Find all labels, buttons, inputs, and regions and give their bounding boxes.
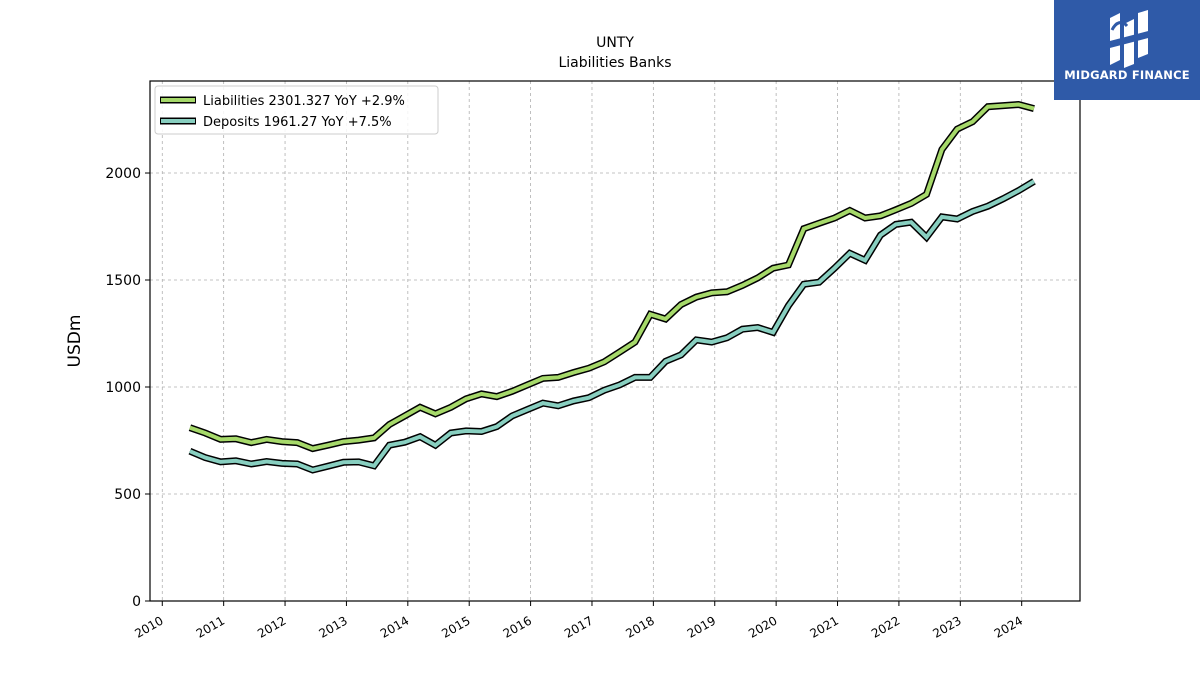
y-axis-label: USDm [65,315,85,368]
series-outline-liabilities [188,100,1035,453]
x-tick-label: 2016 [501,613,534,640]
chart-title: UNTY [596,35,634,51]
x-tick-label: 2019 [685,613,718,640]
x-tick-label: 2020 [746,613,779,640]
logo-text: MIDGARD FINANCE [1064,68,1190,82]
y-tick-label: 0 [132,594,141,610]
x-tick-label: 2014 [378,613,411,640]
x-tick-label: 2012 [255,613,288,640]
x-tick-label: 2022 [869,613,902,640]
y-tick-label: 1000 [105,380,141,396]
y-tick-label: 2000 [105,166,141,182]
x-tick-label: 2013 [316,613,349,640]
series-line-liabilities [189,102,1035,451]
x-tick-label: 2015 [439,613,472,640]
x-tick-label: 2021 [808,613,841,640]
plot-frame [149,80,1081,602]
legend-label-deposits: Deposits 1961.27 YoY +7.5% [203,115,392,130]
y-tick-label: 500 [114,487,141,503]
x-tick-label: 2011 [194,613,227,640]
legend-label-liabilities: Liabilities 2301.327 YoY +2.9% [203,94,405,109]
brand-logo: MIDGARD FINANCE [1054,0,1200,100]
logo-mark-icon [1106,10,1152,68]
series-line-deposits [189,179,1036,473]
x-tick-label: 2010 [132,613,165,640]
series-lines [188,100,1036,474]
legend: Liabilities 2301.327 YoY +2.9% Deposits 1… [154,85,439,135]
x-tick-label: 2017 [562,613,595,640]
x-tick-label: 2018 [623,613,656,640]
chart-subtitle: Liabilities Banks [558,55,671,71]
y-tick-label: 1500 [105,273,141,289]
x-tick-label: 2024 [992,613,1025,640]
legend-box [154,85,439,135]
x-tick-label: 2023 [930,613,963,640]
